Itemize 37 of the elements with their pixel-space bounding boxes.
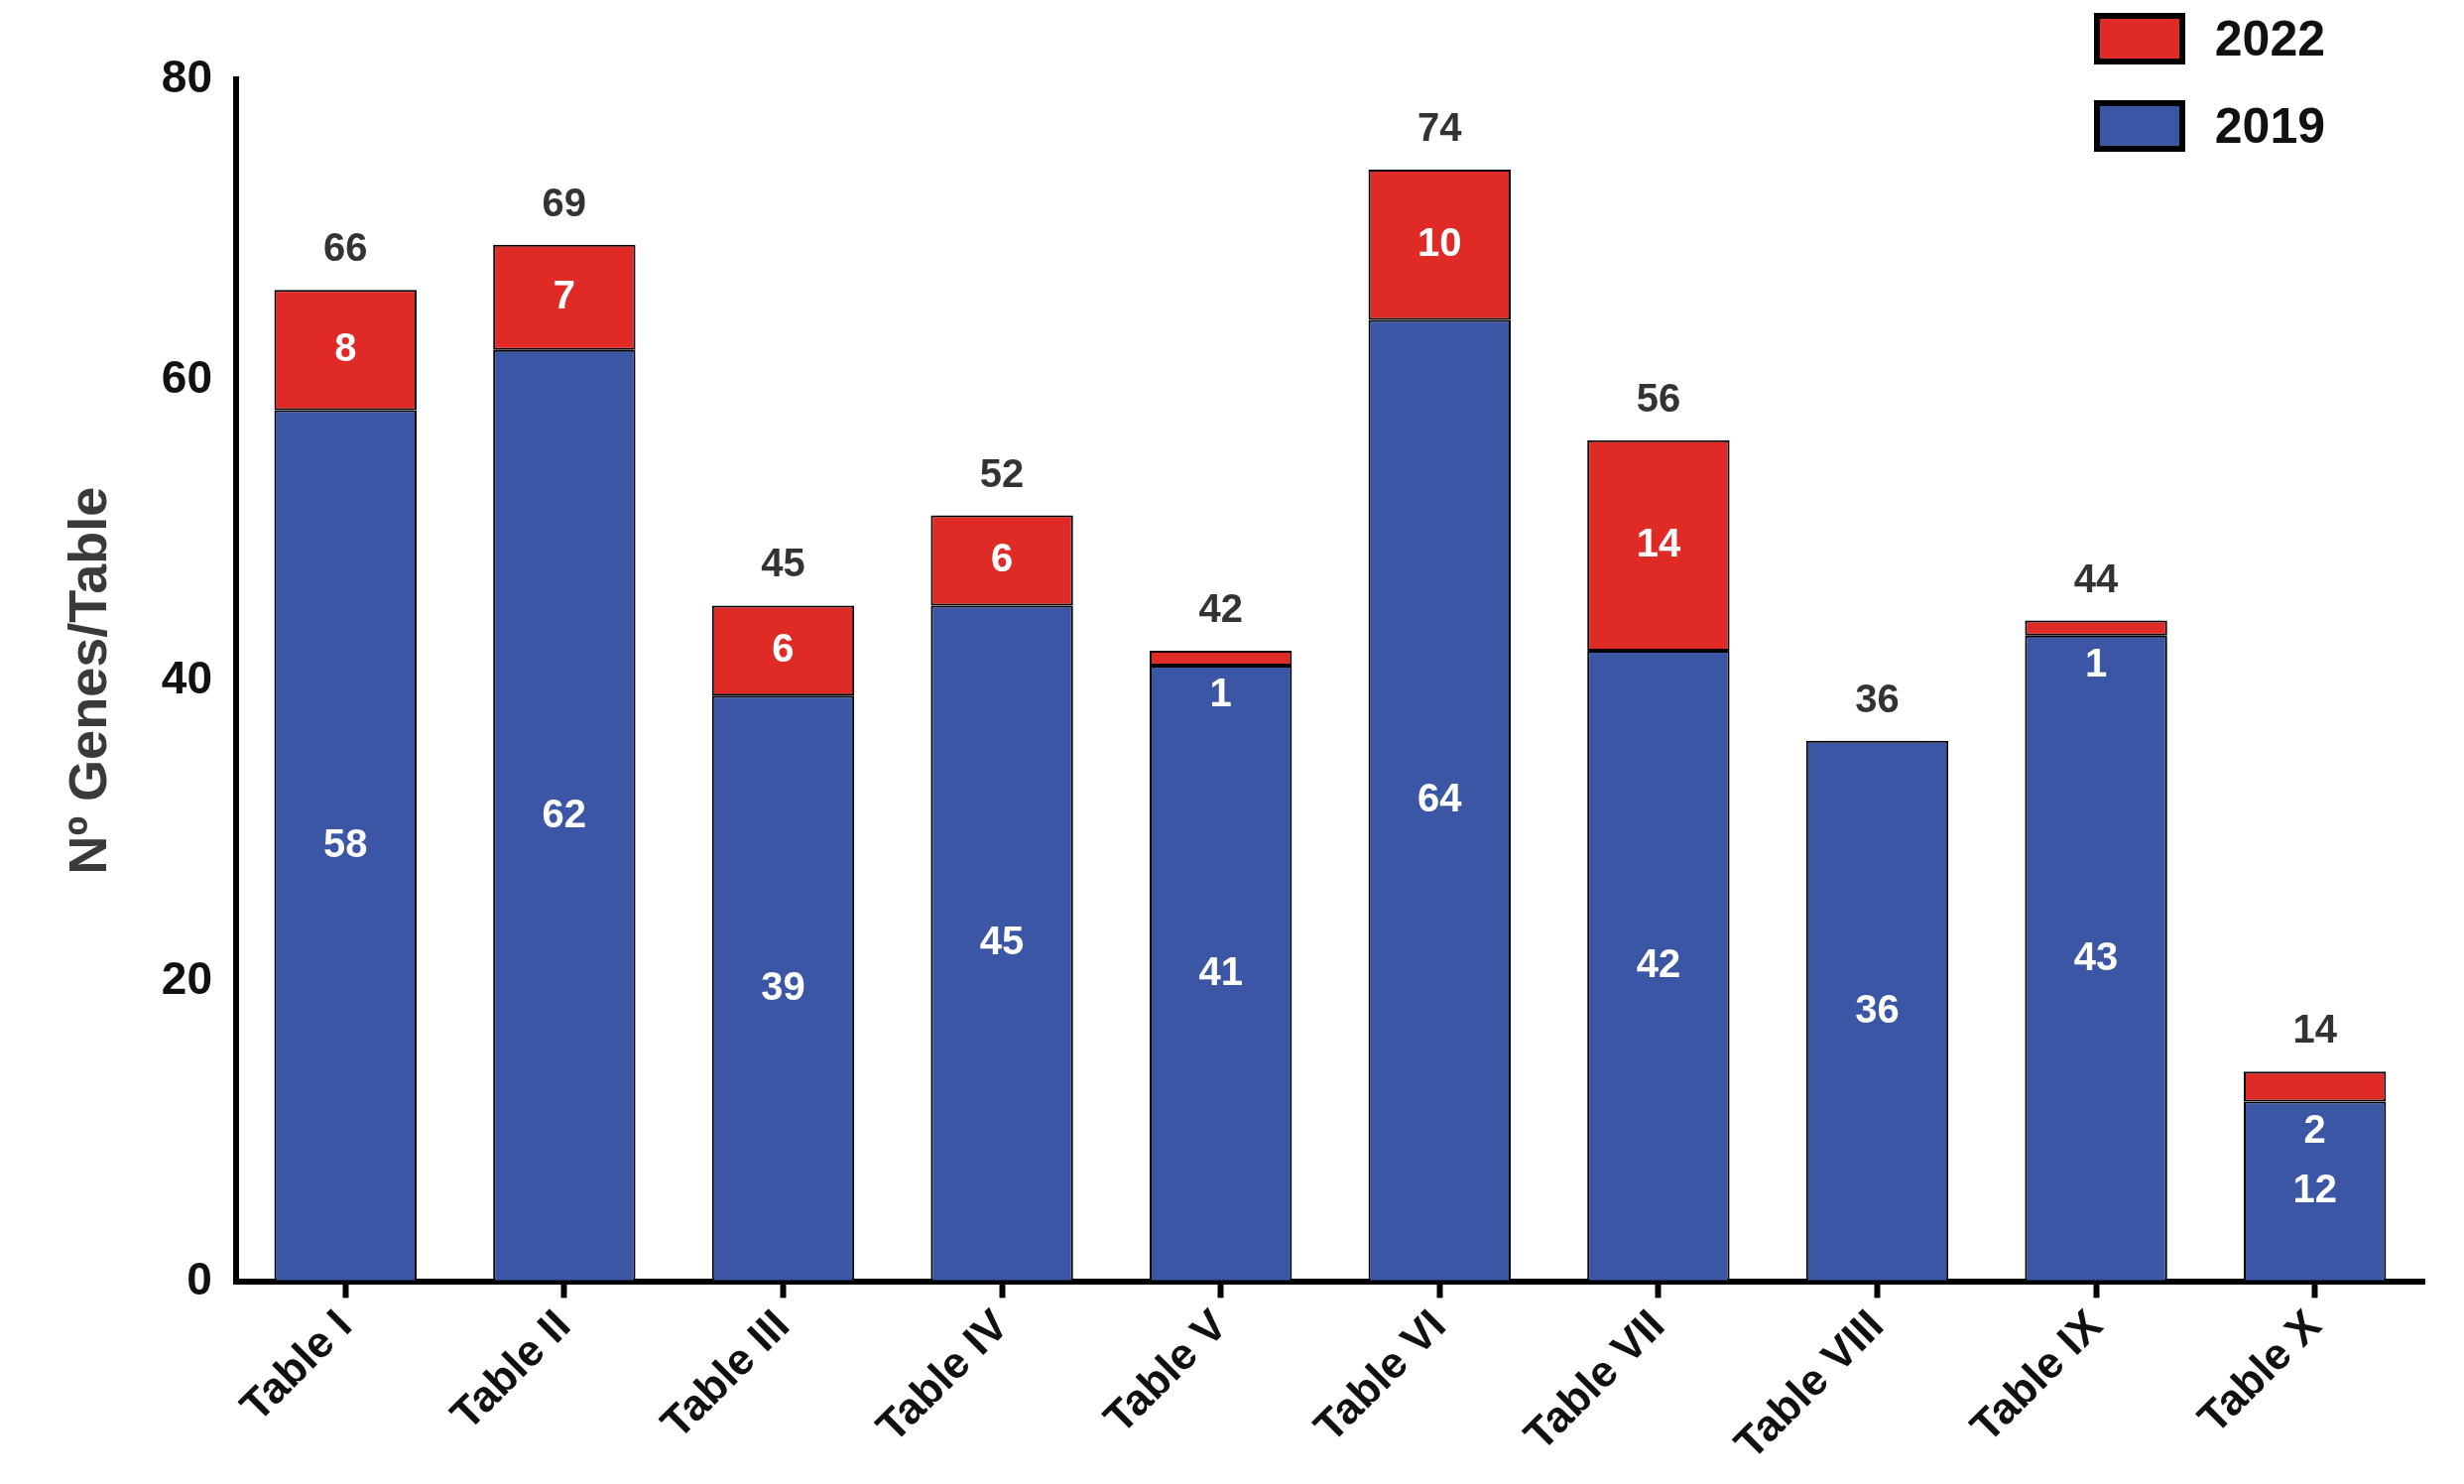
data-label: 42 xyxy=(1636,941,1681,986)
data-label: 1 xyxy=(2084,640,2108,684)
total-label: 14 xyxy=(2292,1007,2338,1051)
data-label: 62 xyxy=(542,791,587,835)
data-label: 14 xyxy=(1636,520,1681,564)
total-label: 36 xyxy=(1855,676,1900,720)
data-label: 1 xyxy=(1209,671,1232,715)
legend-label: 2022 xyxy=(2214,10,2325,67)
y-tick-label: 20 xyxy=(161,951,212,1004)
total-label: 69 xyxy=(542,180,587,224)
data-label: 41 xyxy=(1198,948,1243,993)
data-label: 45 xyxy=(979,919,1025,963)
data-label: 39 xyxy=(761,963,805,1008)
total-label: 45 xyxy=(761,541,805,585)
y-tick-label: 40 xyxy=(161,651,212,703)
total-label: 42 xyxy=(1198,585,1243,630)
data-label: 7 xyxy=(553,272,575,316)
data-label: 8 xyxy=(334,324,357,369)
data-label: 36 xyxy=(1855,986,1900,1031)
data-label: 12 xyxy=(2292,1167,2337,1211)
total-label: 56 xyxy=(1636,375,1681,420)
y-tick-label: 0 xyxy=(186,1253,212,1305)
data-label: 64 xyxy=(1417,776,1463,820)
y-tick-label: 80 xyxy=(161,50,212,102)
y-axis-title: Nº Genes/Table xyxy=(58,486,118,875)
total-label: 66 xyxy=(323,225,368,270)
total-label: 52 xyxy=(979,450,1025,495)
total-label: 44 xyxy=(2073,556,2120,600)
data-label: 6 xyxy=(990,535,1014,579)
total-label: 74 xyxy=(1417,104,1463,149)
data-label: 10 xyxy=(1417,219,1462,264)
legend-label: 2019 xyxy=(2214,97,2325,155)
y-tick-label: 60 xyxy=(161,350,212,403)
data-label: 58 xyxy=(323,820,368,865)
data-label: 43 xyxy=(2073,933,2119,978)
data-label: 2 xyxy=(2303,1106,2326,1151)
data-label: 6 xyxy=(772,625,795,670)
